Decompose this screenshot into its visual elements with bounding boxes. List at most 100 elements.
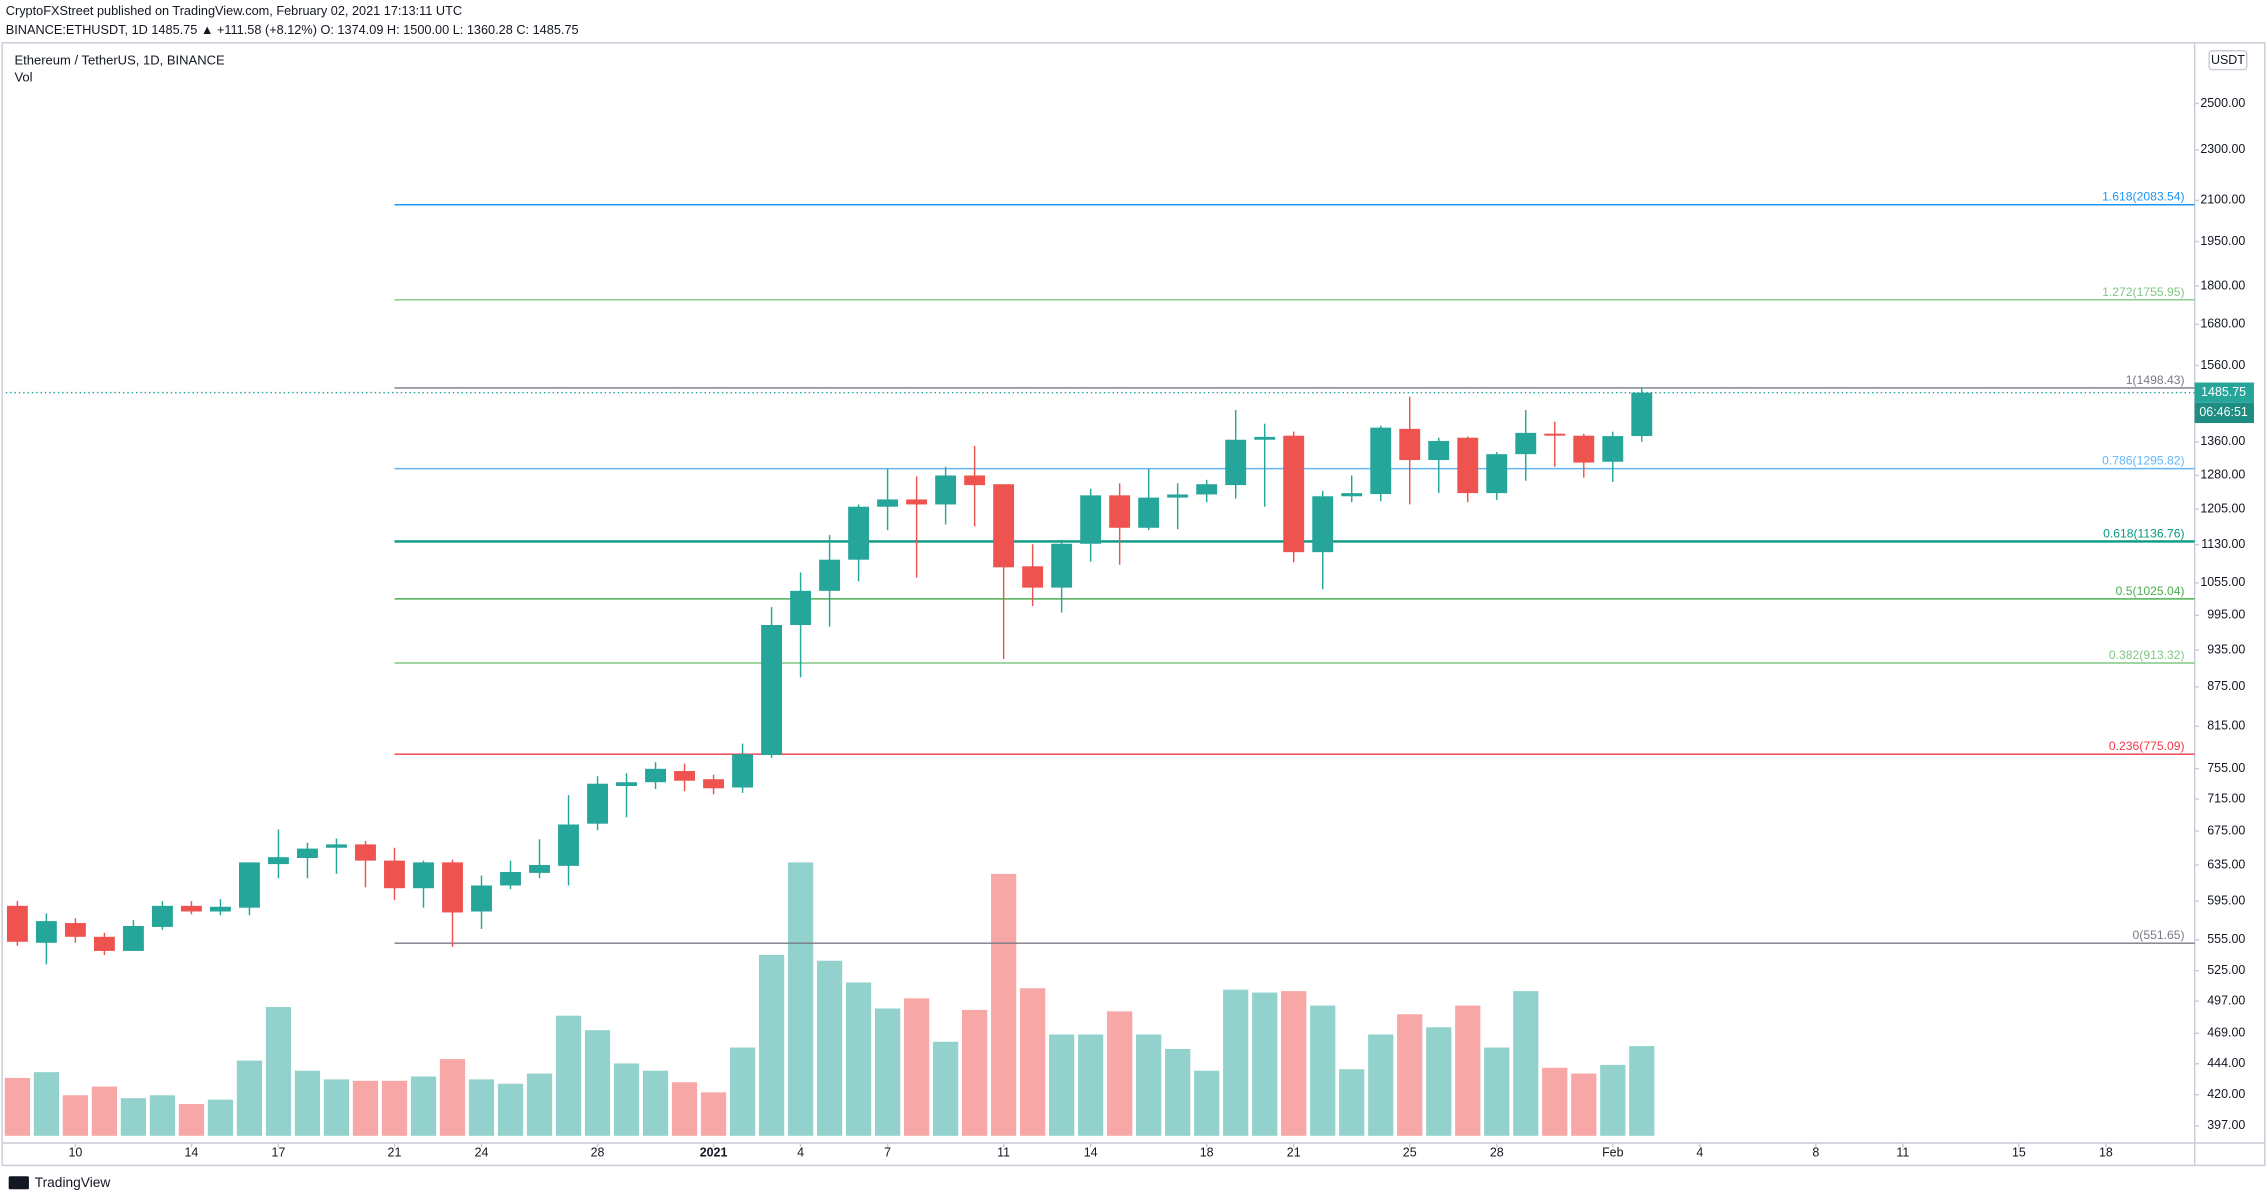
- countdown-tag: [2194, 402, 2254, 424]
- volume-bar: [236, 1060, 263, 1136]
- volume-bar: [526, 1073, 553, 1136]
- candle-body: [1341, 493, 1363, 497]
- x-tick-label: 21: [1287, 1145, 1301, 1159]
- volume-bar: [1165, 1048, 1191, 1136]
- candle-body: [819, 559, 841, 591]
- fib-label: 1(1498.43): [2126, 373, 2185, 387]
- volume-bar: [149, 1095, 176, 1136]
- volume-bar: [642, 1070, 669, 1136]
- symbol-legend: Ethereum / TetherUS, 1D, BINANCE: [14, 52, 225, 67]
- fib-label: 0.618(1136.76): [2103, 526, 2184, 540]
- currency: USDT: [2211, 53, 2245, 67]
- volume-bar: [1339, 1069, 1365, 1136]
- candle-body: [355, 844, 376, 861]
- volume-bar: [1136, 1034, 1162, 1136]
- x-tick-label: 14: [185, 1145, 199, 1159]
- candle-body: [297, 848, 318, 859]
- y-tick-label: 444.00: [2207, 1056, 2245, 1070]
- y-tick-label: 1055.00: [2200, 575, 2245, 589]
- y-tick-label: 595.00: [2207, 893, 2245, 907]
- candle-body: [587, 783, 608, 824]
- x-tick-label: 18: [2099, 1145, 2113, 1159]
- y-tick-label: 635.00: [2207, 857, 2245, 871]
- candle-body: [1457, 437, 1479, 494]
- candle-body: [64, 923, 86, 937]
- countdown-text: 06:46:51: [2199, 405, 2247, 419]
- y-tick-label: 420.00: [2207, 1087, 2245, 1101]
- candle-body: [1254, 436, 1276, 440]
- volume-bar: [1049, 1034, 1075, 1136]
- candle-body: [1196, 484, 1218, 495]
- volume-bar: [1310, 1005, 1336, 1136]
- x-tick-label: 11: [1896, 1145, 1909, 1159]
- volume-bar: [178, 1103, 205, 1136]
- volume-bar: [1194, 1070, 1220, 1136]
- volume-bar: [1513, 991, 1539, 1136]
- candle-body: [6, 905, 28, 942]
- last-price-text: 1485.75: [2201, 385, 2246, 399]
- volume-bar: [671, 1082, 698, 1136]
- volume-bar: [294, 1070, 321, 1136]
- x-tick-label: 21: [388, 1145, 402, 1159]
- volume-bar: [1281, 991, 1307, 1136]
- candle-body: [964, 475, 986, 486]
- y-tick-label: 1680.00: [2200, 317, 2245, 331]
- candle-body: [1109, 495, 1131, 528]
- x-tick-label: 18: [1200, 1145, 1214, 1159]
- volume-bar: [555, 1015, 582, 1136]
- candle-body: [384, 860, 405, 889]
- fib-label: 1.618(2083.54): [2102, 190, 2184, 204]
- candle-body: [1080, 495, 1102, 544]
- x-tick-label: 8: [1812, 1145, 1819, 1159]
- candle-body: [1515, 432, 1537, 455]
- candle-body: [93, 936, 115, 951]
- candle-body: [761, 625, 783, 755]
- last-price-tag: [2194, 382, 2254, 403]
- volume-bar: [468, 1079, 495, 1136]
- quote-line: BINANCE:ETHUSDT, 1D 1485.75 ▲ +111.58 (+…: [6, 22, 579, 37]
- y-tick-label: 1800.00: [2200, 278, 2245, 292]
- volume-bar: [497, 1083, 524, 1136]
- volume-bar: [845, 982, 872, 1136]
- fib-label: 0(551.65): [2133, 928, 2185, 942]
- y-tick-label: 397.00: [2207, 1118, 2245, 1132]
- x-tick-label: 15: [2012, 1145, 2026, 1159]
- candle-body: [616, 782, 637, 786]
- fib-label: 0.236(775.09): [2109, 739, 2185, 753]
- volume-bar: [62, 1095, 89, 1136]
- volume-bar: [207, 1099, 234, 1136]
- candle-body: [239, 862, 260, 908]
- candle-body: [1167, 494, 1189, 498]
- candle-body: [1022, 566, 1044, 588]
- y-tick-label: 2100.00: [2200, 193, 2245, 207]
- volume-bar: [352, 1080, 379, 1136]
- volume-bar: [1629, 1046, 1655, 1136]
- candle-body: [500, 872, 521, 886]
- volume-bar: [962, 1009, 988, 1136]
- volume-bar: [33, 1072, 60, 1136]
- volume-bar: [933, 1041, 959, 1136]
- volume-bar: [381, 1080, 408, 1136]
- x-tick-label: 4: [797, 1145, 804, 1159]
- volume-bar: [729, 1047, 756, 1136]
- volume-bar: [1368, 1034, 1394, 1136]
- y-tick-label: 1950.00: [2200, 234, 2245, 248]
- volume-bar: [1020, 988, 1046, 1136]
- candle-body: [151, 905, 173, 927]
- candle-body: [35, 921, 57, 943]
- y-tick-label: 815.00: [2207, 719, 2245, 733]
- x-tick-label: 7: [884, 1145, 891, 1159]
- y-tick-label: 1205.00: [2200, 501, 2245, 515]
- currency-box: [2208, 50, 2248, 71]
- y-tick-label: 2500.00: [2200, 96, 2245, 110]
- x-tick-label: 11: [997, 1145, 1010, 1159]
- volume-bar: [1542, 1067, 1568, 1136]
- fib-label: 1.272(1755.95): [2102, 285, 2184, 299]
- candle-body: [471, 885, 492, 912]
- candle-body: [268, 857, 289, 865]
- candle-body: [180, 905, 202, 912]
- volume-bar: [120, 1098, 147, 1136]
- x-tick-label: 28: [1490, 1145, 1504, 1159]
